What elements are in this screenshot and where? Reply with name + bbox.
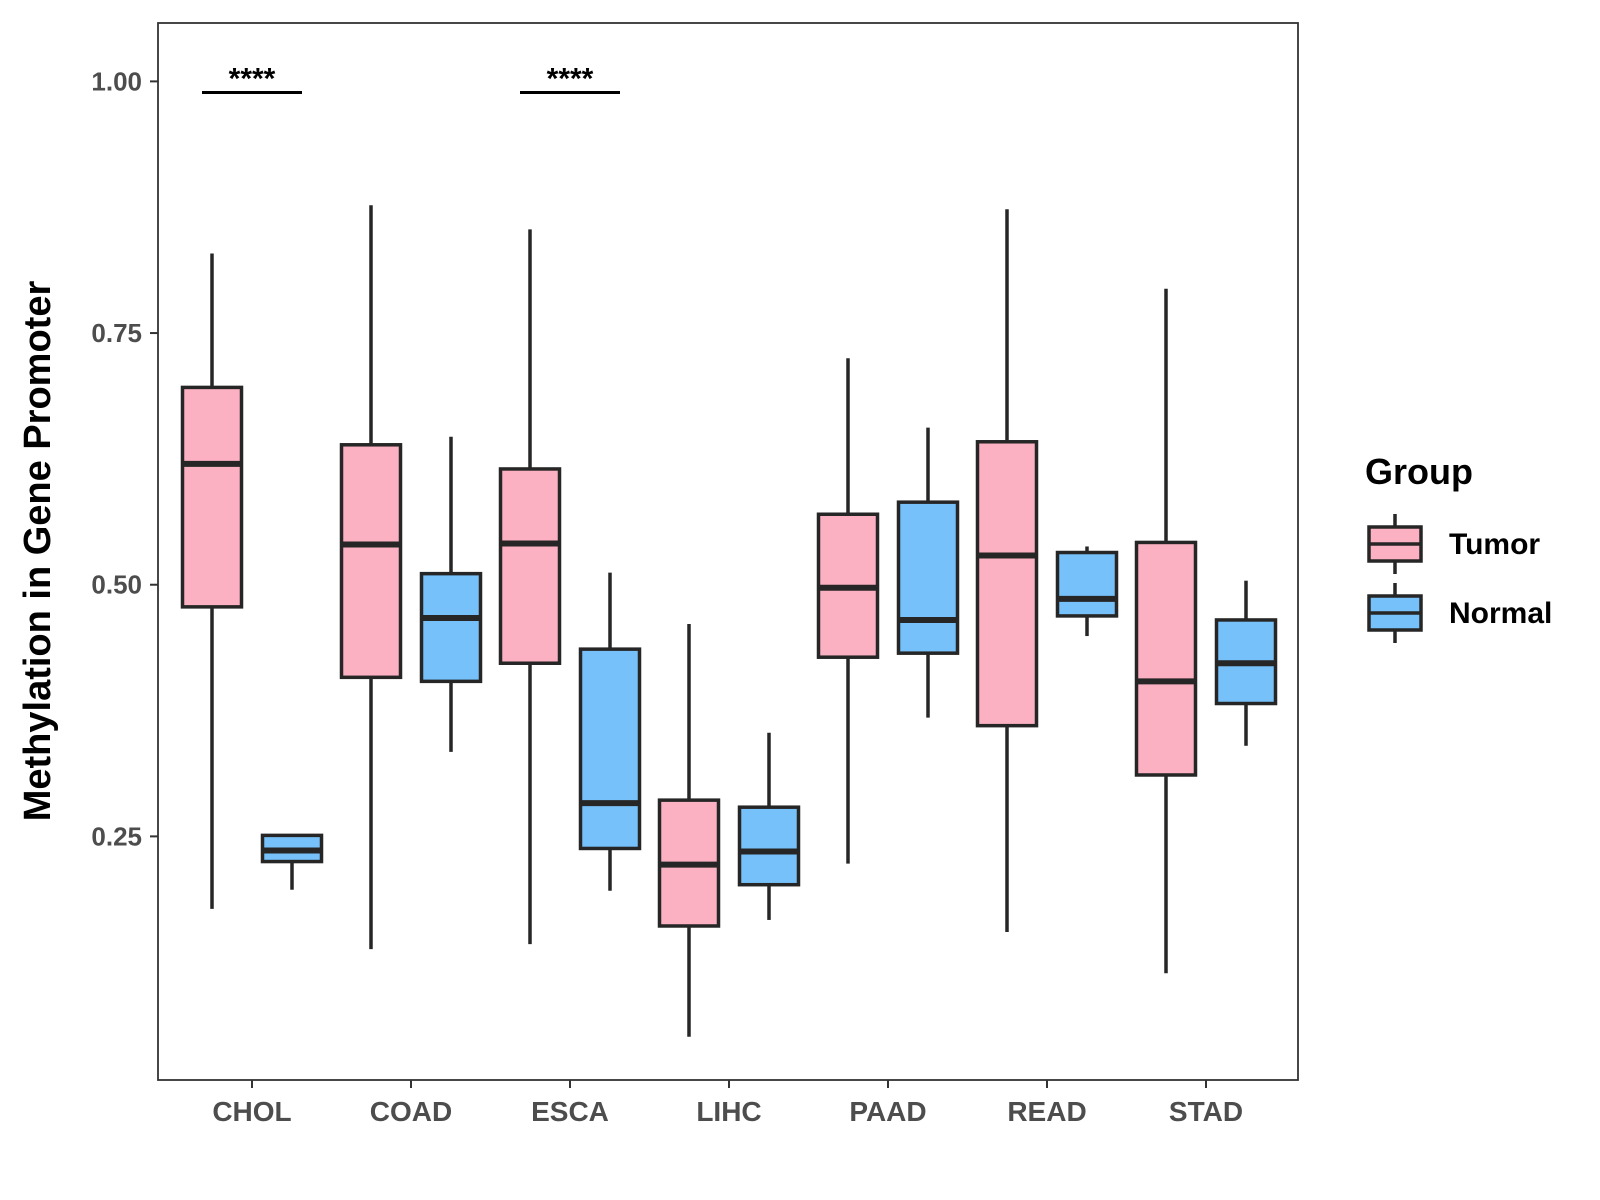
- box-paad-tumor: [816, 358, 880, 864]
- legend-title: Group: [1365, 451, 1473, 492]
- x-tick-label: LIHC: [696, 1096, 761, 1127]
- y-tick-label: 0.50: [91, 570, 142, 600]
- legend-label-tumor: Tumor: [1449, 528, 1540, 561]
- y-tick-label: 0.75: [91, 318, 142, 348]
- x-tick-label: STAD: [1169, 1096, 1243, 1127]
- significance-annotations: **** ****: [202, 62, 620, 95]
- box-esca-tumor: [498, 229, 562, 945]
- box-lihc-normal: [737, 732, 801, 920]
- x-tick-label: ESCA: [531, 1096, 609, 1127]
- x-tick-label: READ: [1007, 1096, 1086, 1127]
- box-iqr: [578, 647, 642, 851]
- box-iqr: [896, 500, 960, 655]
- box-chol-normal: [260, 833, 324, 890]
- box-iqr: [419, 571, 483, 684]
- x-tick-label: PAAD: [849, 1096, 926, 1127]
- box-coad-tumor: [339, 205, 403, 950]
- significance-label: ****: [547, 62, 594, 95]
- box-iqr: [1134, 540, 1198, 777]
- significance-label: ****: [229, 62, 276, 95]
- box-iqr: [339, 443, 403, 680]
- box-iqr: [1055, 550, 1119, 618]
- box-iqr: [180, 385, 244, 609]
- x-tick-label: CHOL: [212, 1096, 291, 1127]
- x-axis: CHOL COAD ESCA LIHC PAAD READ STAD: [212, 1080, 1243, 1127]
- box-iqr: [498, 467, 562, 665]
- box-read-normal: [1055, 546, 1119, 637]
- legend-item-tumor: Tumor: [1367, 514, 1540, 574]
- legend-label-normal: Normal: [1449, 597, 1552, 630]
- box-iqr: [975, 440, 1039, 728]
- box-iqr: [737, 805, 801, 887]
- legend: Group Tumor Normal: [1365, 451, 1552, 643]
- box-chol-tumor: [180, 253, 244, 909]
- y-axis: 0.25 0.50 0.75 1.00: [91, 66, 158, 851]
- box-read-tumor: [975, 209, 1039, 933]
- y-tick-label: 0.25: [91, 821, 142, 851]
- legend-item-normal: Normal: [1367, 583, 1552, 643]
- box-stad-normal: [1214, 580, 1278, 746]
- y-axis-label: Methylation in Gene Promoter: [17, 281, 59, 822]
- box-coad-normal: [419, 436, 483, 752]
- box-stad-tumor: [1134, 288, 1198, 974]
- box-plot-layer: [180, 205, 1278, 1037]
- box-paad-normal: [896, 427, 960, 718]
- x-tick-label: COAD: [370, 1096, 452, 1127]
- y-tick-label: 1.00: [91, 66, 142, 96]
- box-esca-normal: [578, 572, 642, 891]
- box-lihc-tumor: [657, 623, 721, 1037]
